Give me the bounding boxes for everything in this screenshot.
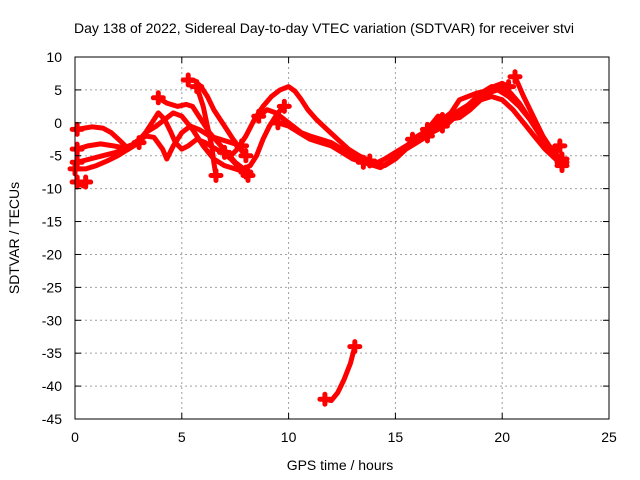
plus-marker bbox=[317, 391, 333, 407]
series-track-13 bbox=[410, 87, 565, 165]
plus-marker bbox=[434, 112, 450, 128]
y-tick-label: 10 bbox=[46, 49, 62, 65]
y-tick-label: -40 bbox=[42, 378, 62, 394]
y-tick-label: -45 bbox=[42, 411, 62, 427]
x-tick-label: 0 bbox=[71, 429, 79, 445]
plus-marker bbox=[507, 69, 523, 85]
plus-marker bbox=[69, 121, 85, 137]
plus-marker bbox=[554, 158, 570, 174]
series-track-9 bbox=[222, 84, 373, 164]
plus-marker bbox=[238, 148, 254, 164]
plus-marker bbox=[217, 144, 233, 160]
y-tick-label: -30 bbox=[42, 312, 62, 328]
plus-marker bbox=[276, 98, 292, 114]
y-tick-label: 5 bbox=[54, 82, 62, 98]
plot-frame bbox=[74, 56, 610, 420]
series-track-14 bbox=[424, 94, 565, 169]
axis-ticks bbox=[74, 56, 610, 420]
y-axis-label: SDTVAR / TECUs bbox=[6, 182, 22, 294]
y-tick-labels: 10 5 0 -5 -10 -15 -20 -25 -30 -35 -40 -45 bbox=[42, 49, 62, 427]
series-layer bbox=[67, 69, 570, 407]
plus-marker bbox=[78, 174, 94, 190]
series-track-15 bbox=[439, 80, 512, 122]
plus-marker bbox=[150, 90, 166, 106]
x-tick-label: 25 bbox=[601, 429, 617, 445]
y-tick-label: -5 bbox=[50, 148, 63, 164]
plus-marker bbox=[208, 167, 224, 183]
series-track-5 bbox=[72, 140, 142, 172]
series-track-16 bbox=[512, 74, 563, 155]
plus-marker bbox=[347, 339, 363, 355]
chart-title: Day 138 of 2022, Sidereal Day-to-day VTE… bbox=[74, 20, 574, 36]
x-tick-label: 20 bbox=[494, 429, 510, 445]
plus-marker bbox=[355, 154, 371, 170]
plus-marker bbox=[131, 135, 147, 151]
plus-marker bbox=[501, 79, 517, 95]
x-tick-label: 15 bbox=[388, 429, 404, 445]
y-tick-label: -35 bbox=[42, 345, 62, 361]
x-tick-labels: 0 5 10 15 20 25 bbox=[71, 429, 617, 445]
y-tick-label: -15 bbox=[42, 214, 62, 230]
plus-marker bbox=[240, 167, 256, 183]
x-axis-label: GPS time / hours bbox=[287, 457, 394, 473]
y-tick-label: -25 bbox=[42, 279, 62, 295]
plus-marker bbox=[270, 115, 286, 131]
y-tick-label: -20 bbox=[42, 246, 62, 262]
plus-marker bbox=[251, 108, 267, 124]
plus-marker bbox=[552, 138, 568, 154]
series-track-8 bbox=[194, 84, 219, 178]
plus-marker bbox=[69, 141, 85, 157]
plus-marker bbox=[419, 121, 435, 137]
x-tick-label: 10 bbox=[281, 429, 297, 445]
plus-marker bbox=[404, 131, 420, 147]
plus-marker bbox=[189, 79, 205, 95]
plus-marker bbox=[180, 72, 196, 88]
y-tick-label: -10 bbox=[42, 181, 62, 197]
x-tick-label: 5 bbox=[178, 429, 186, 445]
y-tick-label: 0 bbox=[54, 115, 62, 131]
